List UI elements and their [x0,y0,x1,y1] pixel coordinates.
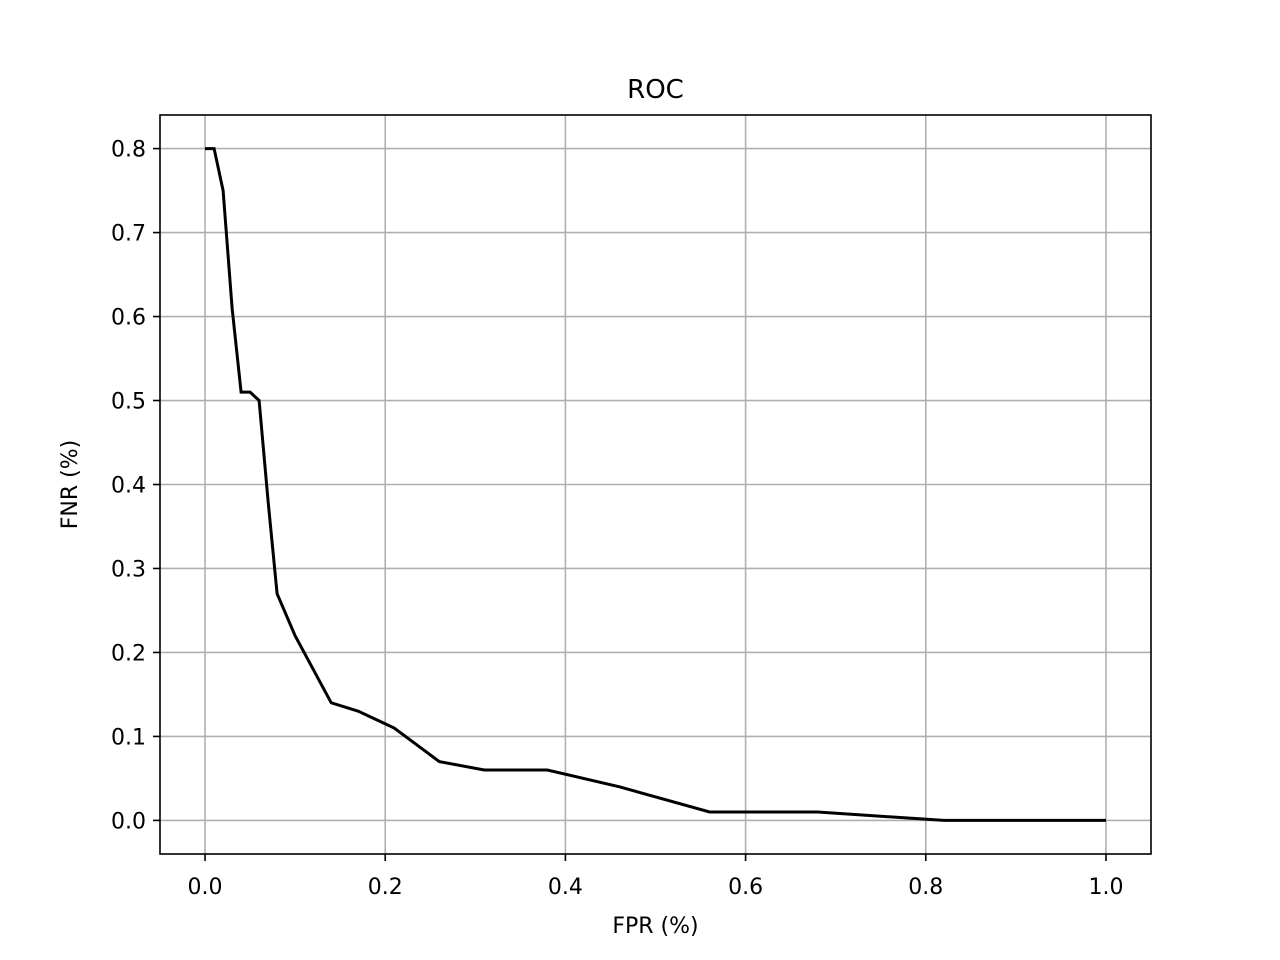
y-tick-label: 0.3 [111,557,146,582]
y-axis-ticks: 0.0 0.1 0.2 0.3 0.4 0.5 0.6 0.7 0.8 [111,138,160,834]
grid-lines [160,115,1151,854]
series-layer [205,147,1106,822]
x-tick-label: 0.6 [728,875,763,900]
y-tick-label: 0.6 [111,306,146,331]
chart-title: ROC [627,75,684,105]
y-tick-label: 0.1 [111,725,146,750]
y-tick-label: 0.7 [111,222,146,247]
x-tick-label: 0.8 [908,875,943,900]
y-tick-label: 0.5 [111,390,146,415]
x-tick-label: 0.0 [188,875,223,900]
x-tick-label: 0.2 [368,875,403,900]
y-tick-label: 0.0 [111,809,146,834]
x-axis-ticks: 0.0 0.2 0.4 0.6 0.8 1.0 [188,854,1123,900]
y-tick-label: 0.4 [111,474,146,499]
roc-curve-line [205,147,1106,822]
y-axis-label: FNR (%) [58,440,83,529]
x-axis-label: FPR (%) [612,914,698,939]
x-tick-label: 1.0 [1088,875,1123,900]
x-tick-label: 0.4 [548,875,583,900]
y-tick-label: 0.8 [111,138,146,163]
y-tick-label: 0.2 [111,641,146,666]
